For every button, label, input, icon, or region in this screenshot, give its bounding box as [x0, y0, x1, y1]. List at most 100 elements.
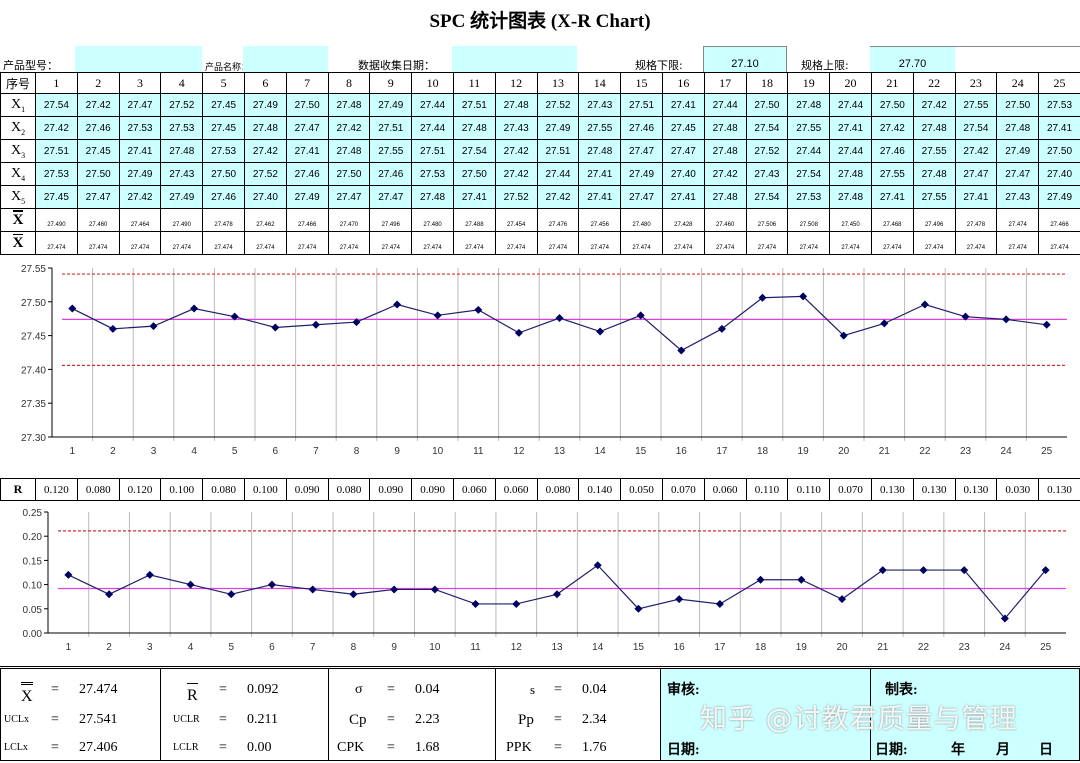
usl-input[interactable]: 27.70	[870, 46, 955, 72]
measurement-cell[interactable]: 27.53	[203, 140, 245, 163]
measurement-cell[interactable]: 27.48	[244, 117, 286, 140]
measurement-cell[interactable]: 27.47	[286, 117, 328, 140]
measurement-cell[interactable]: 27.47	[955, 163, 997, 186]
measurement-cell[interactable]: 27.42	[495, 163, 537, 186]
measurement-cell[interactable]: 27.51	[370, 117, 412, 140]
measurement-cell[interactable]: 27.50	[871, 94, 913, 117]
measurement-cell[interactable]: 27.48	[788, 94, 830, 117]
measurement-cell[interactable]: 27.51	[453, 94, 495, 117]
measurement-cell[interactable]: 27.53	[161, 117, 203, 140]
measurement-cell[interactable]: 27.49	[244, 94, 286, 117]
measurement-cell[interactable]: 27.45	[203, 117, 245, 140]
measurement-cell[interactable]: 27.53	[412, 163, 454, 186]
measurement-cell[interactable]: 27.55	[955, 94, 997, 117]
measurement-cell[interactable]: 27.47	[997, 163, 1039, 186]
measurement-cell[interactable]: 27.48	[495, 94, 537, 117]
measurement-cell[interactable]: 27.47	[119, 94, 161, 117]
measurement-cell[interactable]: 27.48	[913, 117, 955, 140]
product-name-input[interactable]	[243, 46, 328, 72]
measurement-cell[interactable]: 27.52	[746, 140, 788, 163]
measurement-cell[interactable]: 27.42	[244, 140, 286, 163]
measurement-cell[interactable]: 27.48	[997, 117, 1039, 140]
measurement-cell[interactable]: 27.48	[412, 186, 454, 209]
measurement-cell[interactable]: 27.50	[453, 163, 495, 186]
measurement-cell[interactable]: 27.42	[77, 94, 119, 117]
measurement-cell[interactable]: 27.44	[537, 163, 579, 186]
measurement-cell[interactable]: 27.48	[453, 117, 495, 140]
measurement-cell[interactable]: 27.49	[286, 186, 328, 209]
lsl-input[interactable]: 27.10	[703, 46, 787, 72]
measurement-cell[interactable]: 27.41	[662, 186, 704, 209]
measurement-cell[interactable]: 27.51	[537, 140, 579, 163]
measurement-cell[interactable]: 27.45	[662, 117, 704, 140]
measurement-cell[interactable]: 27.54	[36, 94, 78, 117]
measurement-cell[interactable]: 27.50	[328, 163, 370, 186]
measurement-cell[interactable]: 27.42	[119, 186, 161, 209]
measurement-cell[interactable]: 27.41	[579, 186, 621, 209]
measurement-cell[interactable]: 27.54	[746, 117, 788, 140]
measurement-cell[interactable]: 27.52	[495, 186, 537, 209]
measurement-cell[interactable]: 27.42	[495, 140, 537, 163]
measurement-cell[interactable]: 27.47	[621, 140, 663, 163]
measurement-cell[interactable]: 27.49	[621, 163, 663, 186]
measurement-cell[interactable]: 27.47	[621, 186, 663, 209]
measurement-cell[interactable]: 27.48	[328, 140, 370, 163]
measurement-cell[interactable]: 27.43	[161, 163, 203, 186]
measurement-cell[interactable]: 27.47	[328, 186, 370, 209]
measurement-cell[interactable]: 27.50	[1039, 140, 1080, 163]
measurement-cell[interactable]: 27.49	[1039, 186, 1080, 209]
measurement-cell[interactable]: 27.46	[203, 186, 245, 209]
measurement-cell[interactable]: 27.43	[495, 117, 537, 140]
measurement-cell[interactable]: 27.53	[1039, 94, 1080, 117]
measurement-cell[interactable]: 27.45	[203, 94, 245, 117]
measurement-cell[interactable]: 27.50	[746, 94, 788, 117]
measurement-cell[interactable]: 27.46	[286, 163, 328, 186]
measurement-cell[interactable]: 27.49	[997, 140, 1039, 163]
measurement-cell[interactable]: 27.42	[913, 94, 955, 117]
measurement-cell[interactable]: 27.55	[579, 117, 621, 140]
measurement-cell[interactable]: 27.46	[621, 117, 663, 140]
measurement-cell[interactable]: 27.46	[871, 140, 913, 163]
measurement-cell[interactable]: 27.48	[579, 140, 621, 163]
measurement-cell[interactable]: 27.43	[746, 163, 788, 186]
measurement-cell[interactable]: 27.45	[77, 140, 119, 163]
measurement-cell[interactable]: 27.54	[746, 186, 788, 209]
measurement-cell[interactable]: 27.48	[328, 94, 370, 117]
measurement-cell[interactable]: 27.41	[579, 163, 621, 186]
measurement-cell[interactable]: 27.43	[579, 94, 621, 117]
measurement-cell[interactable]: 27.51	[412, 140, 454, 163]
measurement-cell[interactable]: 27.49	[119, 163, 161, 186]
collect-date-input[interactable]	[452, 46, 577, 72]
measurement-cell[interactable]: 27.48	[161, 140, 203, 163]
measurement-cell[interactable]: 27.43	[997, 186, 1039, 209]
product-model-input[interactable]	[75, 46, 202, 72]
measurement-cell[interactable]: 27.41	[286, 140, 328, 163]
measurement-cell[interactable]: 27.49	[537, 117, 579, 140]
measurement-cell[interactable]: 27.46	[370, 163, 412, 186]
measurement-cell[interactable]: 27.40	[1039, 163, 1080, 186]
measurement-cell[interactable]: 27.54	[788, 163, 830, 186]
measurement-cell[interactable]: 27.50	[203, 163, 245, 186]
measurement-cell[interactable]: 27.41	[119, 140, 161, 163]
measurement-cell[interactable]: 27.42	[704, 163, 746, 186]
measurement-cell[interactable]: 27.55	[871, 163, 913, 186]
measurement-cell[interactable]: 27.55	[913, 140, 955, 163]
measurement-cell[interactable]: 27.55	[913, 186, 955, 209]
measurement-cell[interactable]: 27.47	[77, 186, 119, 209]
measurement-cell[interactable]: 27.41	[662, 94, 704, 117]
measurement-cell[interactable]: 27.40	[244, 186, 286, 209]
measurement-cell[interactable]: 27.54	[955, 117, 997, 140]
measurement-cell[interactable]: 27.50	[77, 163, 119, 186]
measurement-cell[interactable]: 27.44	[412, 117, 454, 140]
measurement-cell[interactable]: 27.53	[119, 117, 161, 140]
measurement-cell[interactable]: 27.44	[830, 94, 872, 117]
measurement-cell[interactable]: 27.55	[788, 117, 830, 140]
measurement-cell[interactable]: 27.54	[453, 140, 495, 163]
measurement-cell[interactable]: 27.42	[328, 117, 370, 140]
measurement-cell[interactable]: 27.42	[537, 186, 579, 209]
measurement-cell[interactable]: 27.40	[662, 163, 704, 186]
measurement-cell[interactable]: 27.44	[830, 140, 872, 163]
measurement-cell[interactable]: 27.49	[161, 186, 203, 209]
measurement-cell[interactable]: 27.53	[788, 186, 830, 209]
measurement-cell[interactable]: 27.48	[704, 186, 746, 209]
